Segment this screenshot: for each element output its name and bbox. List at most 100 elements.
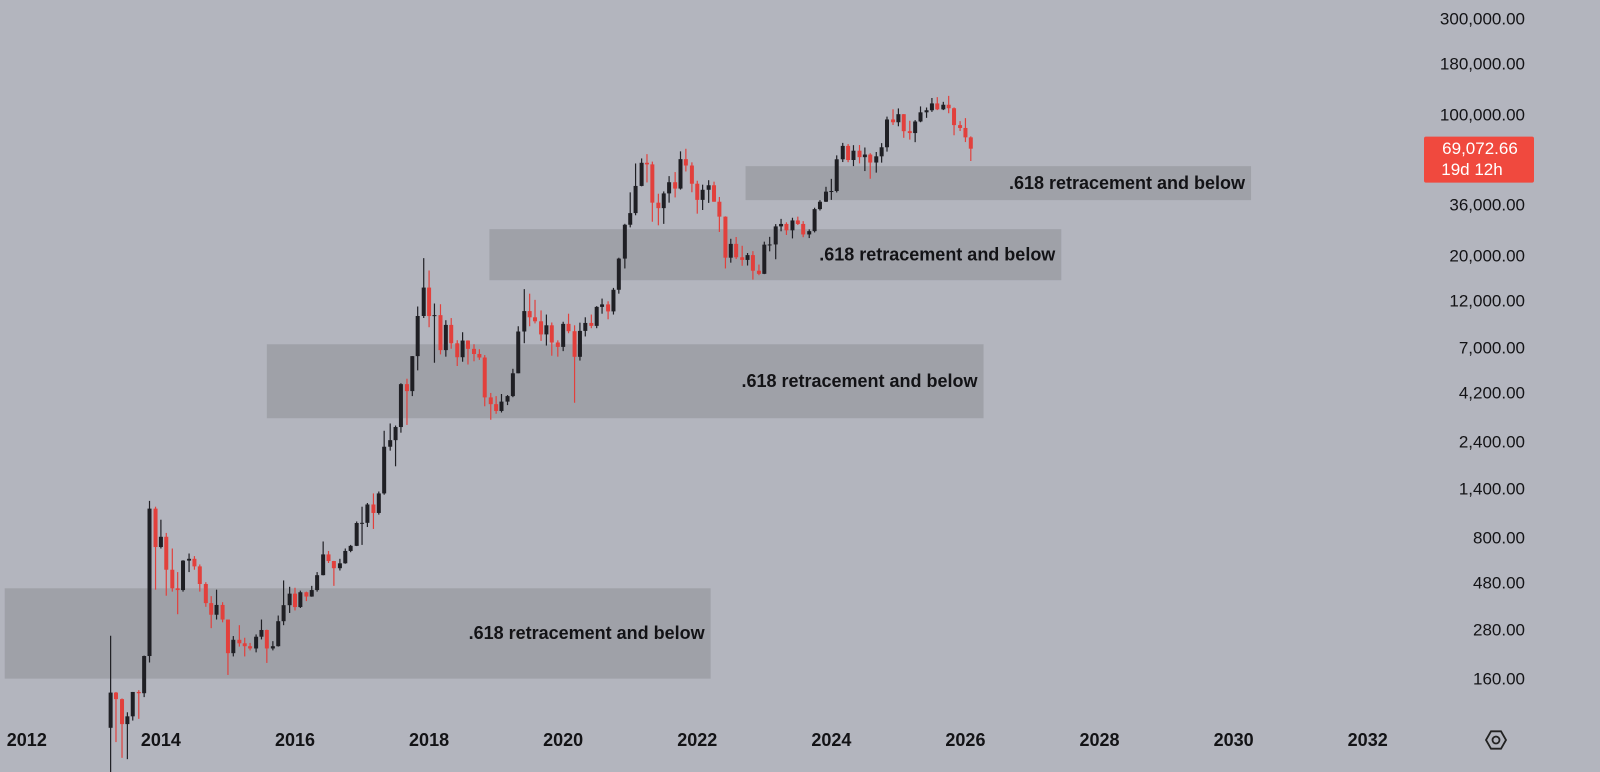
candle-body <box>142 656 147 694</box>
candle-body <box>968 137 973 149</box>
candle-body <box>656 202 661 209</box>
candle-body <box>499 401 504 411</box>
candle-body <box>321 554 326 576</box>
settings-icon[interactable] <box>1484 730 1508 750</box>
x-tick-label: 2020 <box>543 730 583 750</box>
candle-body <box>728 243 733 258</box>
candle-body <box>465 340 470 349</box>
candle-body <box>633 185 638 214</box>
candle-body <box>817 201 822 210</box>
y-tick-label: 100,000.00 <box>1440 106 1525 125</box>
candle-body <box>527 311 532 318</box>
candle-body <box>678 159 683 189</box>
candle-body <box>566 323 571 332</box>
candle-body <box>270 646 275 649</box>
candle-body <box>963 127 968 138</box>
candle-body <box>539 321 544 335</box>
candle-body <box>209 603 214 615</box>
candle-body <box>611 289 616 312</box>
candle-body <box>924 110 929 113</box>
candle-body <box>203 584 208 604</box>
candle-body <box>622 224 627 259</box>
candle-body <box>398 384 403 428</box>
candle-body <box>214 604 219 615</box>
zone-label: .618 retracement and below <box>469 623 706 643</box>
candle-body <box>472 348 477 354</box>
y-tick-label: 20,000.00 <box>1449 247 1525 266</box>
candle-body <box>829 191 834 193</box>
countdown-label: 19d 12h <box>1441 160 1502 179</box>
candle-body <box>862 154 867 158</box>
candle-body <box>650 164 655 203</box>
y-tick-label: 7,000.00 <box>1459 339 1525 358</box>
candle-body <box>147 508 152 657</box>
candle-body <box>371 504 376 513</box>
y-tick-label: 180,000.00 <box>1440 54 1525 73</box>
candle-body <box>264 629 269 649</box>
x-tick-label: 2022 <box>677 730 717 750</box>
last-price-label: 69,072.66 <box>1442 139 1518 158</box>
candle-body <box>773 226 778 245</box>
zone-label: .618 retracement and below <box>1009 173 1246 193</box>
candle-body <box>432 315 437 317</box>
y-tick-label: 12,000.00 <box>1449 291 1525 310</box>
candle-body <box>700 189 705 200</box>
candle-body <box>337 563 342 569</box>
candle-body <box>242 643 247 647</box>
candle-body <box>600 304 605 307</box>
candle-body <box>795 220 800 224</box>
y-tick-label: 2,400.00 <box>1459 432 1525 451</box>
candle-body <box>170 569 175 589</box>
candle-body <box>846 145 851 160</box>
y-tick-label: 1,400.00 <box>1459 480 1525 499</box>
candle-body <box>192 558 197 567</box>
candle-body <box>807 231 812 235</box>
candle-body <box>555 342 560 347</box>
candle-body <box>360 522 365 524</box>
candle-body <box>840 145 845 160</box>
candle-body <box>918 112 923 122</box>
zone-label: .618 retracement and below <box>741 371 978 391</box>
candle-body <box>382 446 387 494</box>
candle-body <box>958 125 963 128</box>
y-tick-label: 36,000.00 <box>1449 195 1525 214</box>
candle-body <box>164 536 169 570</box>
x-tick-label: 2014 <box>141 730 181 750</box>
candle-body <box>913 121 918 134</box>
candle-body <box>281 605 286 622</box>
settings-hexagon[interactable] <box>1484 730 1508 750</box>
candle-body <box>745 255 750 260</box>
x-tick-label: 2032 <box>1348 730 1388 750</box>
candle-body <box>896 114 901 123</box>
candle-body <box>477 353 482 358</box>
candle-body <box>415 315 420 357</box>
candle-body <box>683 159 688 166</box>
candle-body <box>561 323 566 347</box>
candle-body <box>661 193 666 209</box>
candle-body <box>505 396 510 402</box>
candle-body <box>292 593 297 608</box>
candle-body <box>723 216 728 258</box>
candle-body <box>544 325 549 335</box>
candle-body <box>248 646 253 649</box>
candle-body <box>589 322 594 326</box>
candle-body <box>823 191 828 202</box>
candle-body <box>287 593 292 606</box>
candle-body <box>628 213 633 225</box>
candle-body <box>946 104 951 109</box>
candle-body <box>750 255 755 271</box>
candle-body <box>594 306 599 326</box>
candle-body <box>740 257 745 260</box>
last-price-box <box>1424 136 1534 183</box>
x-tick-label: 2024 <box>811 730 851 750</box>
settings-dot[interactable] <box>1491 735 1501 745</box>
candle-body <box>460 340 465 358</box>
candle-body <box>935 103 940 110</box>
candle-body <box>644 162 649 165</box>
candle-body <box>231 639 236 654</box>
candle-body <box>756 270 761 274</box>
candle-body <box>153 508 158 548</box>
x-tick-label: 2028 <box>1080 730 1120 750</box>
candle-body <box>667 182 672 194</box>
candle-body <box>393 427 398 441</box>
